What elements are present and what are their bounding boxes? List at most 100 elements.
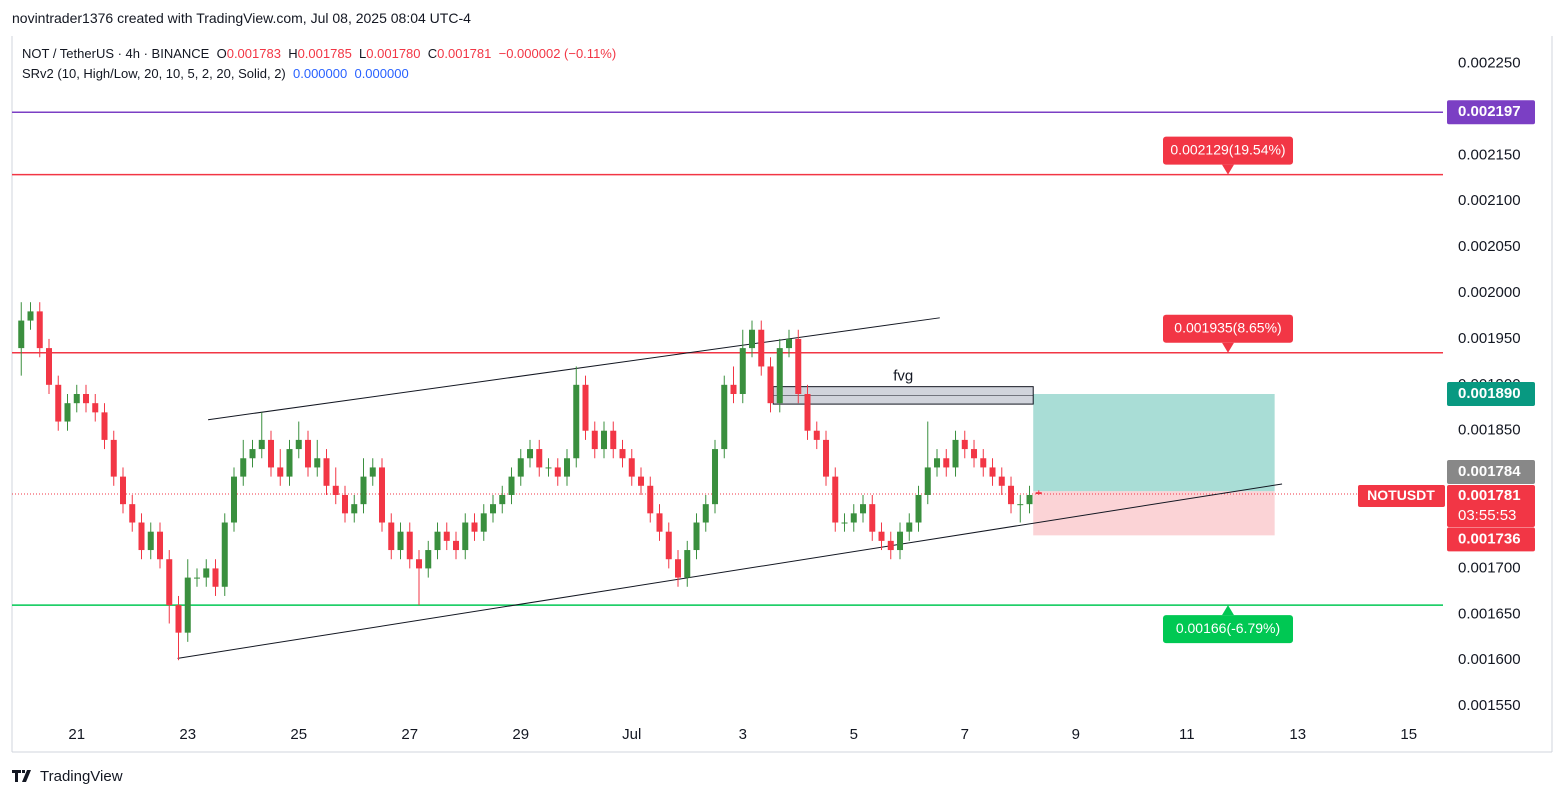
candle-body xyxy=(998,476,1005,486)
x-tick-label: 21 xyxy=(68,726,85,743)
candle-body xyxy=(684,550,691,578)
candle-body xyxy=(157,531,164,560)
y-tick-label: 0.002100 xyxy=(1458,192,1521,209)
candle-body xyxy=(545,467,552,469)
candle-body xyxy=(776,348,783,404)
candle-body xyxy=(92,403,99,413)
x-tick-label: 5 xyxy=(850,726,858,743)
candle-body xyxy=(453,540,460,551)
candle-body xyxy=(647,485,654,514)
candle-body xyxy=(721,384,728,450)
candle-body xyxy=(823,439,830,477)
candle-body xyxy=(702,504,709,523)
candle-body xyxy=(27,311,34,321)
candle-body xyxy=(332,485,339,495)
candle-body xyxy=(462,522,469,551)
x-tick-label: 25 xyxy=(290,726,307,743)
candle-body xyxy=(277,467,284,477)
candle-body xyxy=(499,494,506,505)
last-price-box xyxy=(1447,485,1535,528)
fvg-label: fvg xyxy=(893,368,913,385)
candle-body xyxy=(536,449,543,468)
plot-area: fvg xyxy=(12,111,1443,661)
stop-label-box xyxy=(1447,527,1535,552)
candle-body xyxy=(767,366,774,404)
level-label: 0.00166(-6.79%) xyxy=(1176,620,1280,636)
candle-body xyxy=(739,348,746,394)
candle-body xyxy=(490,504,497,514)
ohlc-key: C xyxy=(427,46,438,61)
level-label: 0.002129(19.54%) xyxy=(1170,141,1285,157)
candle-body xyxy=(924,467,931,495)
candle-body xyxy=(323,458,330,486)
target-label: 0.001890 xyxy=(1458,385,1521,402)
candle-body xyxy=(860,504,867,514)
candle-body xyxy=(693,522,700,551)
candle-body xyxy=(517,458,524,477)
stop-zone xyxy=(1033,491,1275,536)
candle-body xyxy=(601,430,608,450)
candle-body xyxy=(934,458,941,468)
candle-body xyxy=(360,476,367,505)
candle-body xyxy=(212,568,219,587)
footer: TradingView xyxy=(40,768,123,785)
y-tick-label: 0.001950 xyxy=(1458,330,1521,347)
candle-body xyxy=(887,540,894,551)
x-tick-label: 3 xyxy=(739,726,747,743)
candle-body xyxy=(369,467,376,477)
y-tick-label: 0.002250 xyxy=(1458,55,1521,72)
candle-body xyxy=(619,449,626,459)
candle-body xyxy=(508,476,515,495)
candle-body xyxy=(73,394,80,404)
candle-body xyxy=(36,311,43,349)
x-tick-label: 9 xyxy=(1072,726,1080,743)
trendline xyxy=(208,317,940,421)
candle-body xyxy=(203,568,210,578)
level-label-box xyxy=(1163,615,1293,644)
x-tick-label: 11 xyxy=(1179,726,1195,743)
last-price-label: 0.001781 xyxy=(1458,487,1521,504)
price-axis: 0.002250 0.002150 0.002100 0.002050 0.002000… xyxy=(1358,55,1535,714)
candle-body xyxy=(268,439,275,468)
ohlc-key: H xyxy=(288,46,298,61)
y-tick-label: 0.001600 xyxy=(1458,651,1521,668)
candle-body xyxy=(231,476,238,523)
level-label: 0.001935(8.65%) xyxy=(1174,319,1281,335)
symbol-label: NOTUSDT xyxy=(1367,487,1435,503)
candle-body xyxy=(610,430,617,450)
candle-body xyxy=(314,458,321,468)
x-tick-label: 27 xyxy=(401,726,418,743)
ohlc-value: 0.001781 xyxy=(437,46,492,61)
change: −0.000002 (−0.11%) xyxy=(498,46,617,61)
candle-body xyxy=(675,559,682,578)
candle-body xyxy=(101,412,108,440)
candle-body xyxy=(869,504,876,532)
candle-body xyxy=(379,467,386,523)
candle-body xyxy=(110,439,117,477)
x-tick-label: 7 xyxy=(961,726,969,743)
axis-price-box xyxy=(1447,100,1535,125)
candle-body xyxy=(527,449,534,459)
attribution: novintrader1376 created with TradingView… xyxy=(12,10,471,26)
candle-body xyxy=(591,430,598,450)
candle-body xyxy=(184,577,191,633)
candle-body xyxy=(286,449,293,477)
candle-body xyxy=(55,384,62,422)
y-tick-label: 0.002050 xyxy=(1458,238,1521,255)
candle-body xyxy=(582,384,589,431)
candle-body xyxy=(1017,504,1024,506)
stop-label: 0.001736 xyxy=(1458,530,1521,547)
candle-body xyxy=(813,430,820,440)
candle-body xyxy=(786,338,793,349)
candle-body xyxy=(120,476,127,505)
candle-body xyxy=(712,449,719,505)
candle-body xyxy=(665,531,672,560)
level-pointer xyxy=(1222,605,1234,616)
candle-body xyxy=(573,384,580,459)
candle-body xyxy=(388,522,395,551)
candle-body xyxy=(83,394,90,404)
candle-body xyxy=(64,403,71,422)
ohlc-value: 0.001785 xyxy=(297,46,352,61)
